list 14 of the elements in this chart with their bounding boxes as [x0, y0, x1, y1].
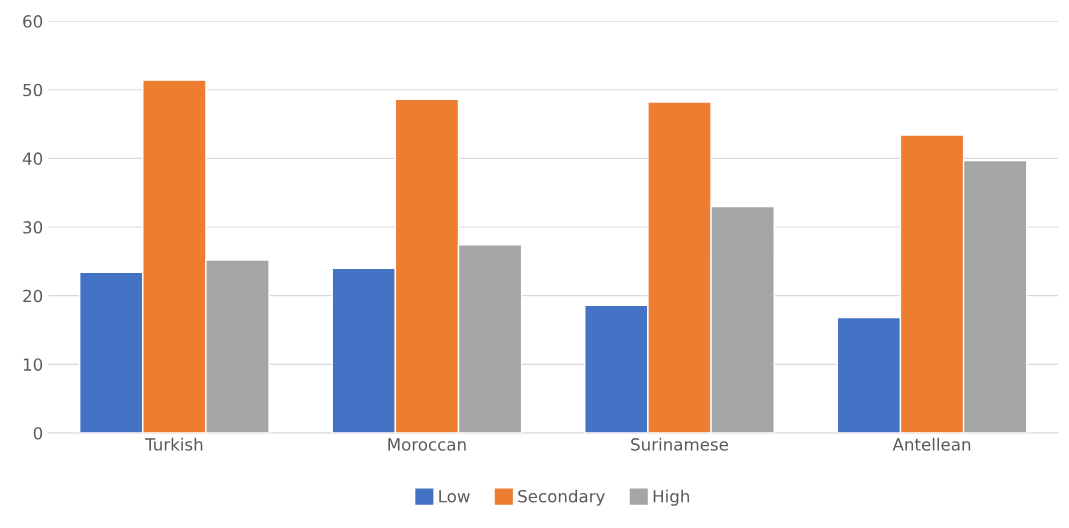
x-tick-label: Moroccan: [388, 438, 466, 451]
y-tick-label: 30: [23, 221, 43, 234]
legend-label: High: [653, 489, 689, 506]
y-tick-label: 10: [23, 358, 43, 371]
y-tick-label: 0: [33, 426, 43, 440]
y-tick-label: 50: [23, 83, 43, 97]
x-tick-label: Surinamese: [631, 437, 729, 451]
legend-label: Secondary: [518, 489, 605, 506]
y-tick-label: 20: [23, 289, 43, 303]
y-tick-label: 40: [22, 152, 43, 165]
x-tick-label: Antellean: [892, 437, 971, 451]
x-tick-label: Turkish: [145, 437, 203, 451]
y-tick-label: 60: [23, 15, 43, 28]
legend-label: Low: [439, 490, 470, 503]
